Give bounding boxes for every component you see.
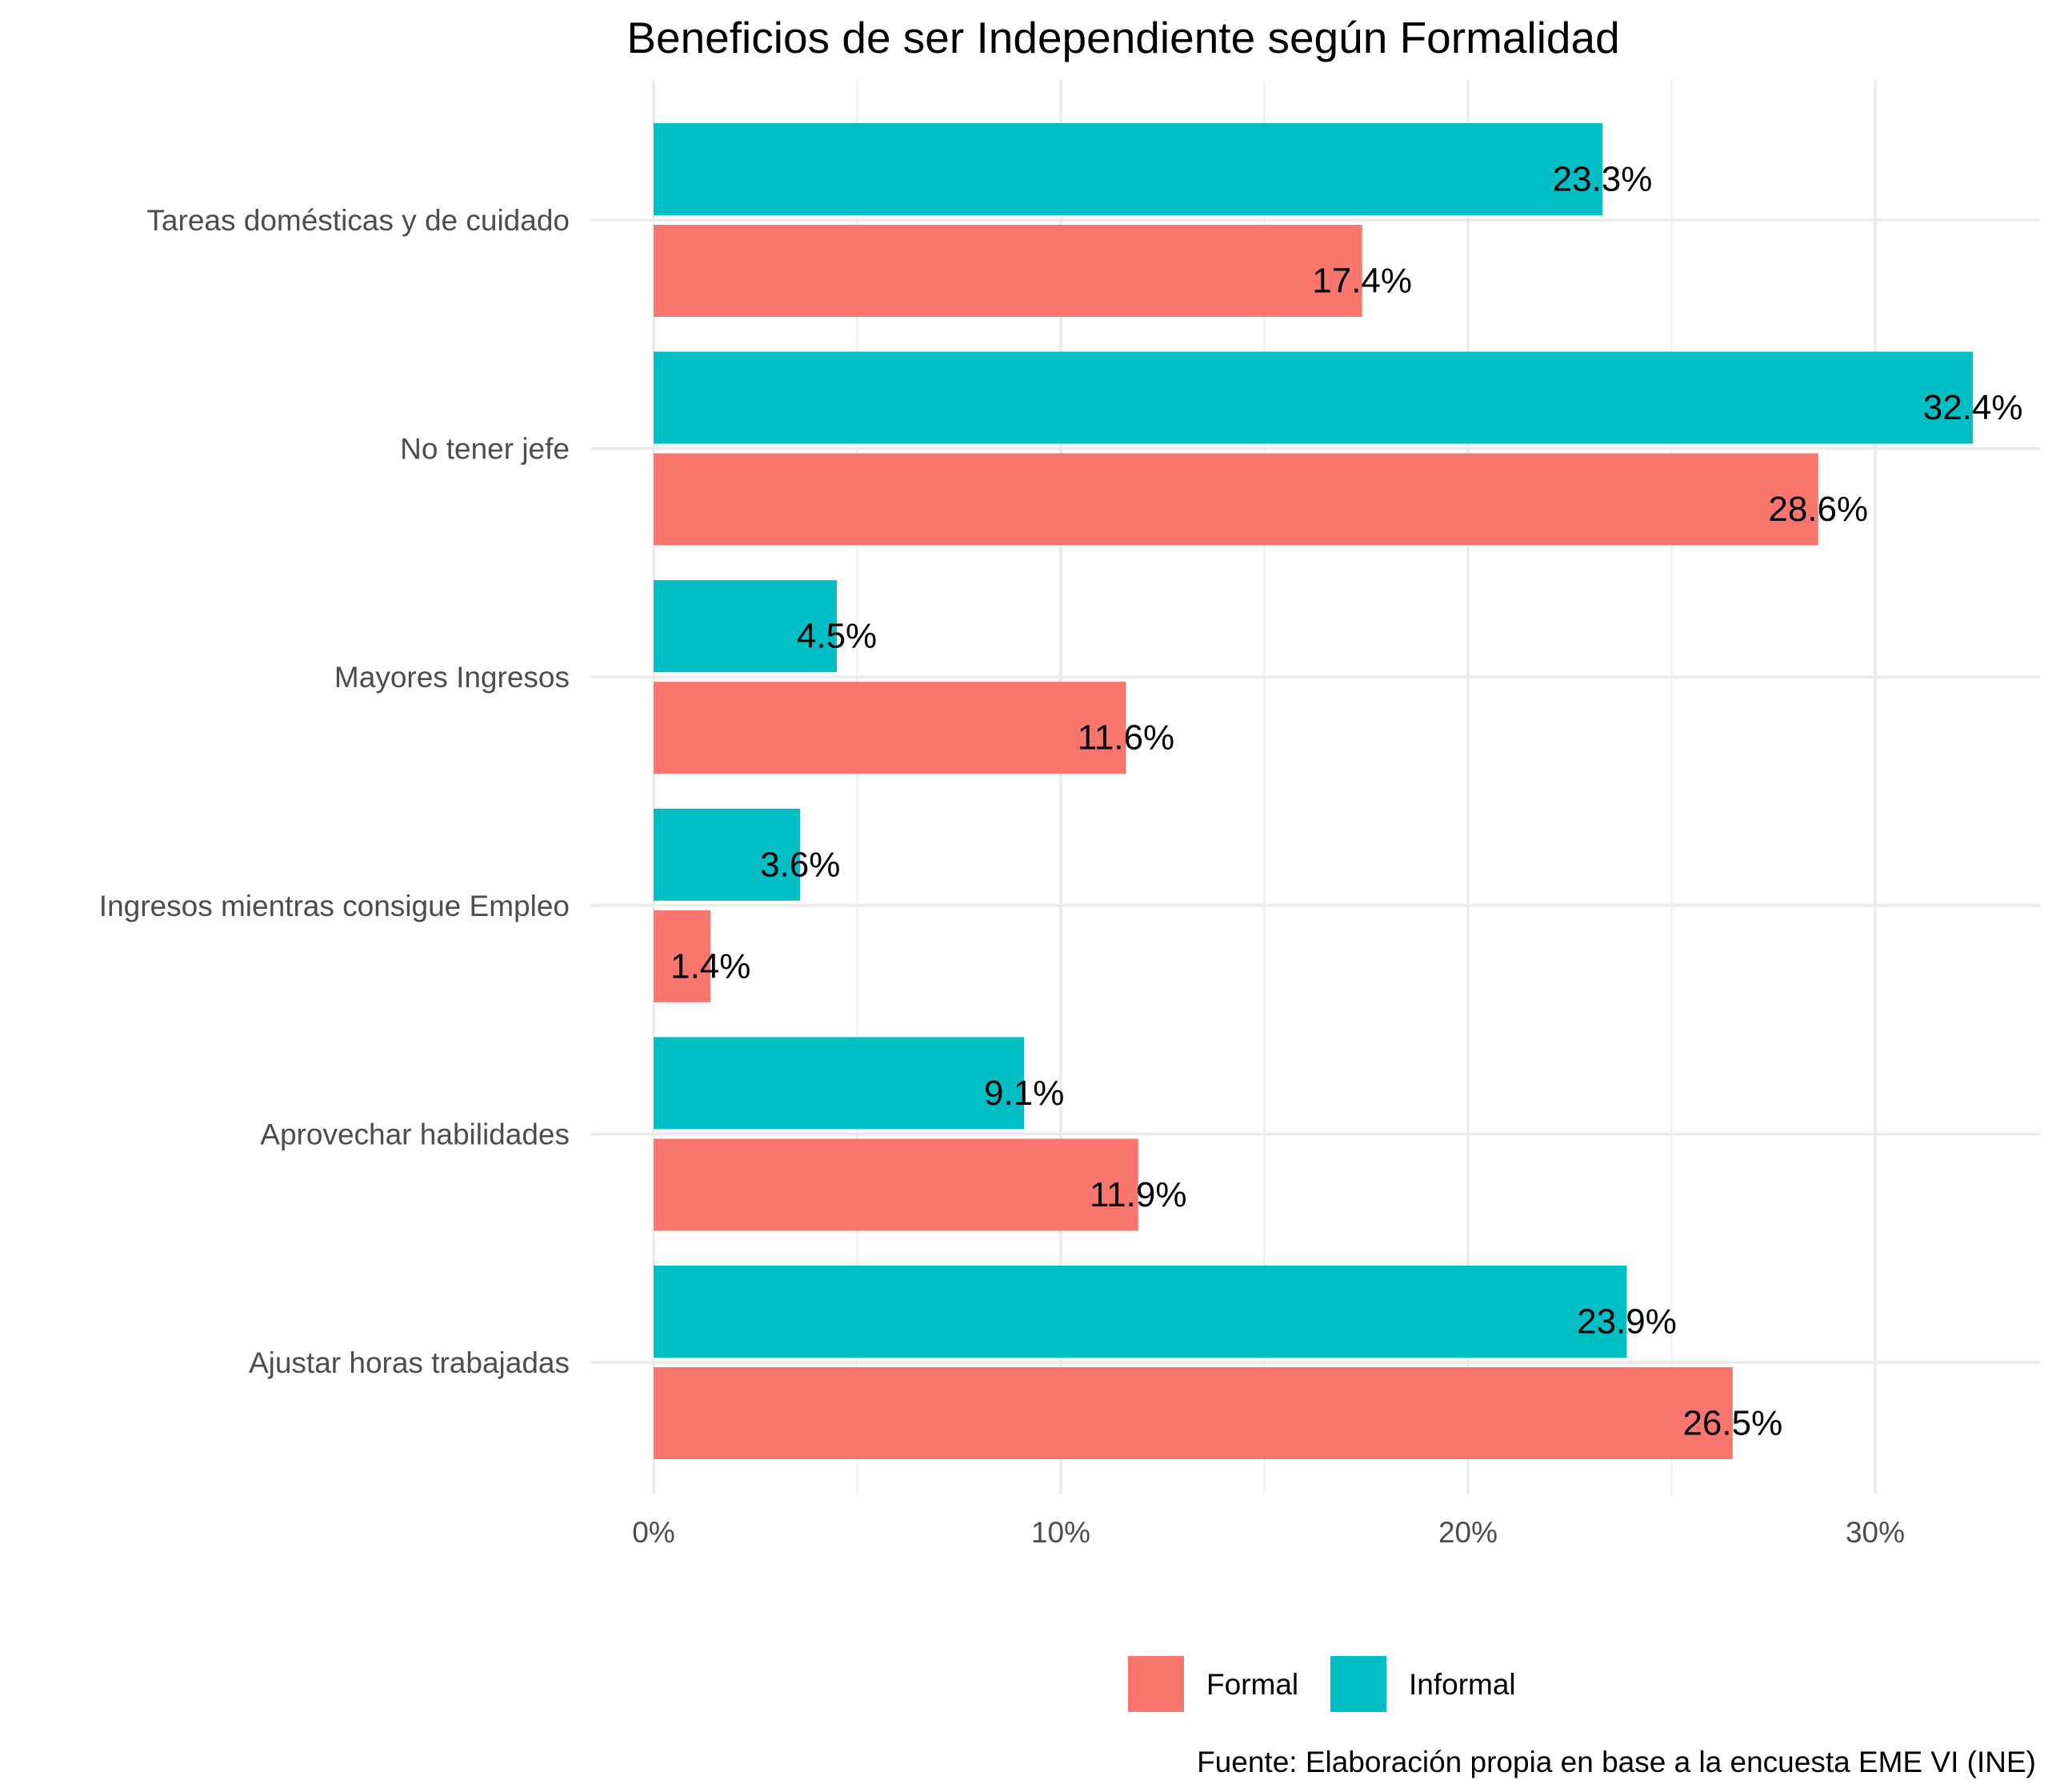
category-label-aprovechar-habilidades: Aprovechar habilidades	[260, 1118, 570, 1150]
bar-informal-tareas-domesticas-y-de-cuidado	[654, 123, 1602, 215]
legend-label-formal: Formal	[1206, 1668, 1298, 1701]
value-label-informal-ingresos-mientras-consigue-empleo: 3.6%	[760, 845, 840, 884]
x-tick-label: 20%	[1438, 1516, 1498, 1549]
axes: 0% 10% 20% 30% Tareas domésticas y de cuidad…	[99, 204, 1905, 1549]
value-label-informal-no-tener-jefe: 32.4%	[1923, 388, 2023, 427]
value-label-formal-tareas-domesticas-y-de-cuidado: 17.4%	[1312, 262, 1412, 301]
grid-lines	[590, 80, 2040, 1494]
chart-caption: Fuente: Elaboración propia en base a la …	[1197, 1746, 2036, 1778]
value-label-formal-ajustar-horas-trabajadas: 26.5%	[1682, 1404, 1782, 1443]
bar-informal-mayores-ingresos	[654, 580, 838, 673]
category-label-no-tener-jefe: No tener jefe	[400, 433, 570, 466]
category-label-mayores-ingresos: Mayores Ingresos	[334, 661, 570, 694]
value-label-formal-aprovechar-habilidades: 11.9%	[1090, 1175, 1187, 1214]
bar-informal-ajustar-horas-trabajadas	[654, 1266, 1627, 1358]
bars	[654, 123, 1974, 1459]
bar-formal-mayores-ingresos	[654, 682, 1126, 774]
category-label-ingresos-mientras-consigue-empleo: Ingresos mientras consigue Empleo	[99, 890, 570, 922]
value-label-informal-aprovechar-habilidades: 9.1%	[984, 1074, 1064, 1113]
value-label-informal-ajustar-horas-trabajadas: 23.9%	[1577, 1302, 1677, 1342]
value-label-formal-mayores-ingresos: 11.6%	[1078, 718, 1175, 758]
bar-formal-ingresos-mientras-consigue-empleo	[654, 910, 711, 1002]
value-label-informal-mayores-ingresos: 4.5%	[797, 617, 877, 656]
bar-formal-aprovechar-habilidades	[654, 1138, 1138, 1231]
x-tick-label: 10%	[1031, 1516, 1090, 1549]
legend: Formal Informal	[1128, 1656, 1516, 1712]
value-labels: 23.3% 32.4% 4.5% 3.6% 9.1% 23.9% 17.4% 28.6% 11.…	[670, 160, 2022, 1443]
x-tick-label: 30%	[1846, 1516, 1905, 1549]
legend-key-formal	[1128, 1656, 1184, 1712]
bar-informal-aprovechar-habilidades	[654, 1037, 1025, 1130]
bar-informal-no-tener-jefe	[654, 351, 1974, 444]
category-label-ajustar-horas-trabajadas: Ajustar horas trabajadas	[249, 1346, 570, 1379]
legend-label-informal: Informal	[1409, 1668, 1516, 1701]
value-label-formal-ingresos-mientras-consigue-empleo: 1.4%	[670, 946, 750, 986]
chart-title: Beneficios de ser Independiente según Fo…	[626, 13, 1619, 62]
bar-formal-no-tener-jefe	[654, 453, 1818, 546]
bar-formal-tareas-domesticas-y-de-cuidado	[654, 225, 1362, 317]
bar-formal-ajustar-horas-trabajadas	[654, 1367, 1733, 1459]
value-label-formal-no-tener-jefe: 28.6%	[1768, 490, 1868, 529]
category-label-tareas-domesticas-y-de-cuidado: Tareas domésticas y de cuidado	[146, 204, 570, 237]
value-label-informal-tareas-domesticas-y-de-cuidado: 23.3%	[1553, 160, 1653, 199]
legend-key-informal	[1330, 1656, 1386, 1712]
bar-informal-ingresos-mientras-consigue-empleo	[654, 808, 801, 901]
x-tick-label: 0%	[632, 1516, 674, 1549]
